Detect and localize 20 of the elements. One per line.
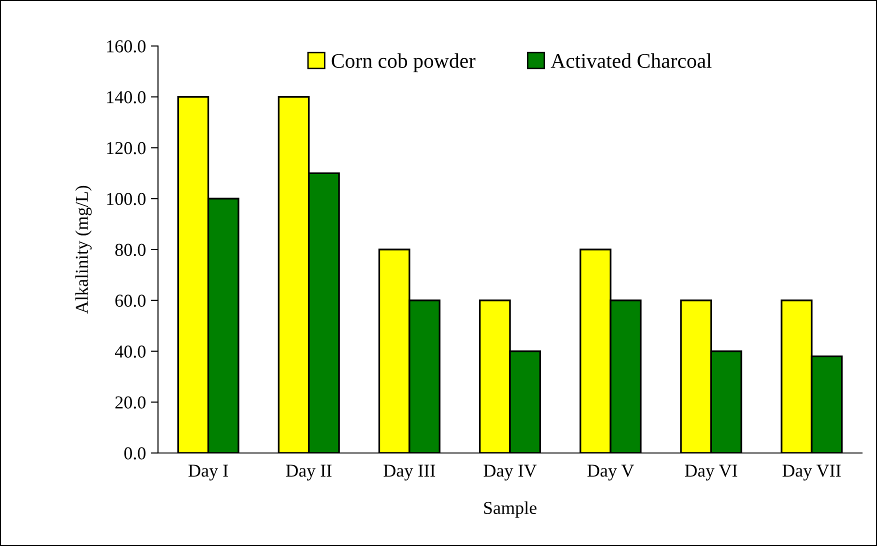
x-axis-title: Sample: [484, 501, 536, 518]
x-tick-label: Day VI: [684, 464, 738, 480]
y-tick-label: 120.0: [107, 142, 146, 154]
y-tick-label: 160.0: [107, 40, 146, 53]
y-tick-label: 100.0: [107, 192, 146, 206]
y-tick-label: 140.0: [107, 91, 146, 104]
legend-label: Activated Charcoal: [550, 53, 712, 68]
x-tick-label: Day VII: [782, 464, 841, 480]
y-tick-label: 40.0: [114, 346, 146, 358]
x-tick-label: Day IV: [484, 464, 537, 480]
y-tick-label: 0.0: [124, 447, 146, 460]
x-tick-label: Day I: [188, 464, 228, 480]
y-tick-label: 80.0: [115, 244, 146, 256]
x-tick-label: Day III: [384, 464, 436, 480]
x-tick-label: Day II: [286, 464, 332, 480]
x-tick-label: Day V: [587, 464, 634, 480]
legend-label: Corn cob powder: [332, 53, 476, 72]
y-axis-title: Alkalinity (mg/L): [75, 186, 92, 314]
y-tick-label: 60.0: [115, 294, 146, 307]
y-tick-label: 20.0: [115, 396, 146, 409]
